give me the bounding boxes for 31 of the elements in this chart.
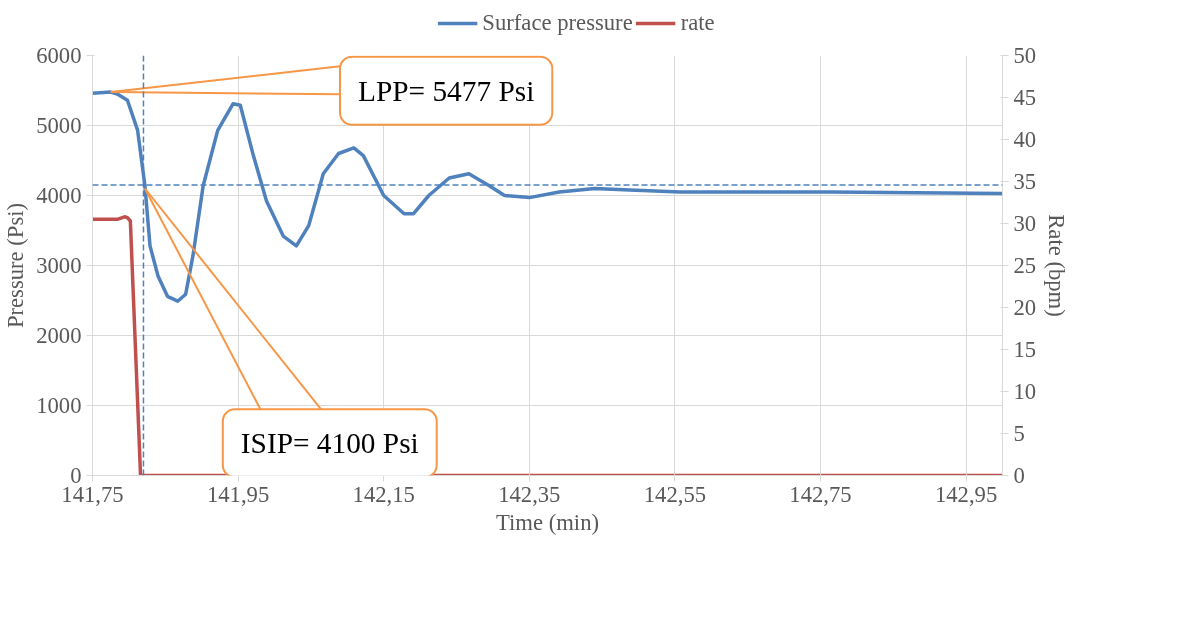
x-axis-title: Time (min) [495, 509, 600, 535]
y2-tick-label: 25 [1013, 253, 1037, 278]
y2-tick-label: 40 [1013, 127, 1037, 152]
y-axis-title: Pressure (Psi) [3, 202, 29, 329]
y2-tick-label: 20 [1013, 295, 1037, 320]
annotation: ISIP= 4100 Psi [240, 427, 419, 460]
y2-tick-label: 35 [1013, 169, 1037, 194]
x-tick-label: 142,15 [352, 481, 415, 507]
y-tick-label: 6000 [36, 43, 82, 68]
legend-label: Surface pressure [482, 9, 633, 36]
y-tick-label: 2000 [36, 323, 82, 348]
x-tick-label: 142,55 [643, 481, 707, 507]
x-tick-label: 142,95 [934, 481, 998, 507]
y-tick-label: 5000 [36, 113, 82, 138]
y-tick-label: 1000 [36, 393, 82, 418]
annotation: LPP= 5477 Psi [358, 74, 535, 107]
y2-axis-title: Rate (bpm) [1044, 214, 1070, 317]
x-tick-label: 142,75 [789, 481, 852, 507]
x-tick-label: 141,95 [206, 481, 270, 507]
y-tick-label: 4000 [36, 183, 82, 208]
y2-tick-label: 15 [1013, 337, 1037, 362]
y2-tick-label: 50 [1013, 43, 1037, 68]
y2-tick-label: 10 [1013, 379, 1037, 404]
y-tick-label: 0 [70, 463, 82, 488]
y-tick-label: 3000 [36, 253, 82, 278]
y2-tick-label: 5 [1013, 421, 1025, 446]
y2-tick-label: 45 [1013, 85, 1037, 110]
y2-tick-label: 30 [1013, 211, 1037, 236]
legend-label: rate [680, 9, 715, 36]
y2-tick-label: 0 [1013, 463, 1025, 488]
x-tick-label: 142,35 [498, 481, 561, 507]
